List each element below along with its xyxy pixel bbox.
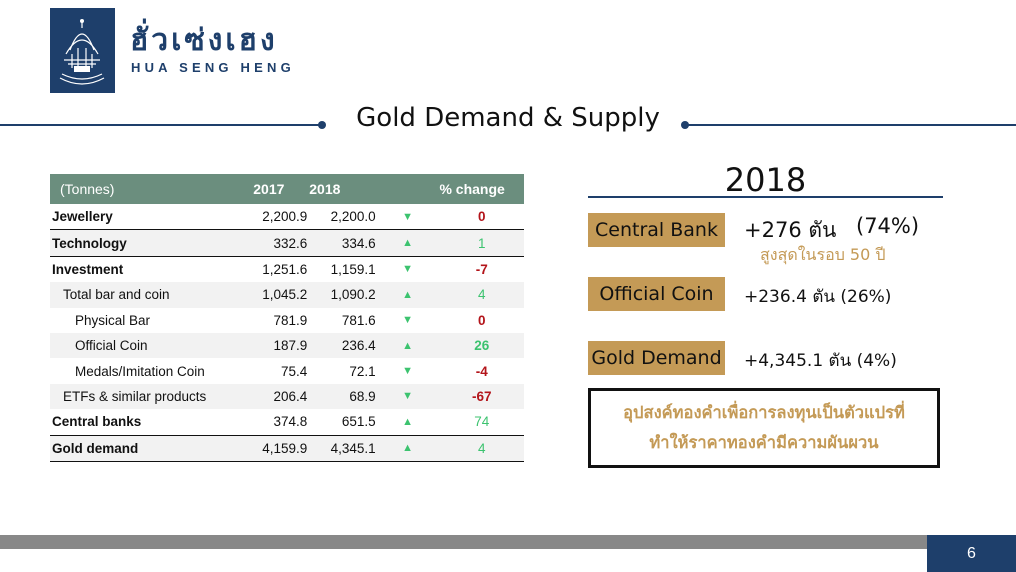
table-row: Central banks 374.8 651.5 ▲ 74 [50, 409, 524, 436]
central-bank-value: +276 ตัน [744, 218, 837, 242]
title-dot-left [318, 121, 326, 129]
row-2017: 187.9 [249, 332, 308, 359]
row-pct: 0 [477, 312, 486, 328]
row-pct: 4 [439, 435, 524, 462]
title-rule-right [686, 124, 1016, 126]
table-row: Investment 1,251.6 1,159.1 ▼ -7 [50, 256, 524, 282]
table-row: Medals/Imitation Coin 75.4 72.1 ▼ -4 [50, 358, 524, 383]
row-2018: 1,159.1 [330, 261, 376, 277]
investment-note-box: อุปสงค์ทองคำเพื่อการลงทุนเป็นตัวแปรที่ ท… [588, 388, 940, 468]
row-2017: 2,200.9 [249, 204, 308, 231]
gold-demand-tag: Gold Demand [588, 341, 725, 375]
row-2017: 206.4 [249, 383, 308, 410]
official-coin-tag: Official Coin [588, 277, 725, 311]
central-bank-tag: Central Bank [588, 213, 725, 247]
slide-title: Gold Demand & Supply [356, 103, 660, 133]
table-row: ETFs & similar products 206.4 68.9 ▼ -67 [50, 383, 524, 410]
row-pct: -7 [475, 261, 488, 277]
note-line-2: ทำให้ราคาทองคำมีความผันผวน [649, 433, 879, 452]
table-row: Gold demand 4,159.9 4,345.1 ▲ 4 [50, 435, 524, 462]
row-category: Jewellery [50, 204, 250, 231]
row-pct: 0 [439, 204, 524, 231]
row-pct: -4 [475, 363, 488, 379]
table-row: Official Coin 187.9 236.4 ▲ 26 [50, 332, 524, 359]
up-arrow-icon: ▲ [375, 229, 440, 257]
row-2017: 332.6 [249, 229, 308, 257]
header-2017: 2017 [249, 174, 308, 204]
row-2017: 4,159.9 [249, 435, 308, 462]
table-row: Total bar and coin 1,045.2 1,090.2 ▲ 4 [50, 282, 524, 308]
row-2018: 781.6 [341, 312, 376, 328]
down-arrow-icon: ▼ [402, 263, 413, 276]
summary-year: 2018 [724, 161, 807, 199]
row-2018: 1,090.2 [307, 282, 376, 308]
row-pct: 4 [439, 282, 524, 308]
row-2017: 75.4 [280, 363, 308, 379]
row-2018: 2,200.0 [307, 204, 376, 231]
row-category: Total bar and coin [50, 282, 250, 308]
row-category: Official Coin [50, 332, 250, 359]
summary-year-rule [588, 196, 943, 198]
central-bank-note: สูงสุดในรอบ 50 ปี [760, 245, 886, 264]
up-arrow-icon: ▲ [375, 282, 440, 308]
row-2018: 334.6 [307, 229, 376, 257]
title-dot-right [681, 121, 689, 129]
page-number: 6 [927, 535, 1016, 572]
gold-demand-table: (Tonnes) 2017 2018 % change Jewellery 2,… [50, 174, 524, 462]
row-category: Gold demand [50, 435, 250, 462]
row-category: Central banks [50, 409, 250, 436]
row-pct: 74 [439, 409, 524, 436]
row-category: Physical Bar [75, 312, 151, 328]
row-2017: 374.8 [249, 409, 308, 436]
up-arrow-icon: ▲ [375, 332, 440, 359]
central-bank-share: (74%) [856, 214, 920, 238]
down-arrow-icon: ▼ [375, 204, 440, 231]
row-category: Technology [50, 229, 250, 257]
row-pct: -67 [439, 383, 524, 410]
header-arrow [375, 174, 440, 204]
row-2017: 1,045.2 [249, 282, 308, 308]
row-2018: 68.9 [307, 383, 376, 410]
row-2018: 651.5 [307, 409, 376, 436]
row-category: Medals/Imitation Coin [75, 363, 205, 379]
row-category: ETFs & similar products [50, 383, 250, 410]
table-header-row: (Tonnes) 2017 2018 % change [50, 174, 524, 204]
header-pct-change: % change [439, 174, 524, 204]
header-tonnes: (Tonnes) [50, 174, 250, 204]
up-arrow-icon: ▲ [375, 435, 440, 462]
down-arrow-icon: ▼ [375, 383, 440, 410]
row-2017: 781.9 [273, 312, 308, 328]
company-logo [50, 8, 115, 93]
note-line-1: อุปสงค์ทองคำเพื่อการลงทุนเป็นตัวแปรที่ [623, 403, 905, 422]
row-2017: 1,251.6 [262, 261, 308, 277]
row-pct: 26 [439, 332, 524, 359]
table-row: Technology 332.6 334.6 ▲ 1 [50, 229, 524, 257]
brand-english-name: HUA SENG HENG [131, 60, 295, 75]
footer-bar [0, 535, 943, 549]
official-coin-value: +236.4 ตัน (26%) [744, 287, 892, 307]
title-rule-left [0, 124, 323, 126]
down-arrow-icon: ▼ [402, 365, 413, 378]
row-2018: 4,345.1 [307, 435, 376, 462]
table-row: Physical Bar 781.9 781.6 ▼ 0 [50, 308, 524, 333]
header-2018: 2018 [307, 174, 376, 204]
gold-demand-value: +4,345.1 ตัน (4%) [744, 351, 897, 371]
table-row: Jewellery 2,200.9 2,200.0 ▼ 0 [50, 204, 524, 231]
up-arrow-icon: ▲ [375, 409, 440, 436]
brand-thai-name: ฮั่วเซ่งเฮง [130, 23, 278, 58]
row-pct: 1 [439, 229, 524, 257]
row-2018: 72.1 [349, 363, 376, 379]
row-2018: 236.4 [307, 332, 376, 359]
row-category: Investment [52, 261, 124, 277]
crest-icon [59, 19, 105, 85]
down-arrow-icon: ▼ [402, 314, 413, 327]
